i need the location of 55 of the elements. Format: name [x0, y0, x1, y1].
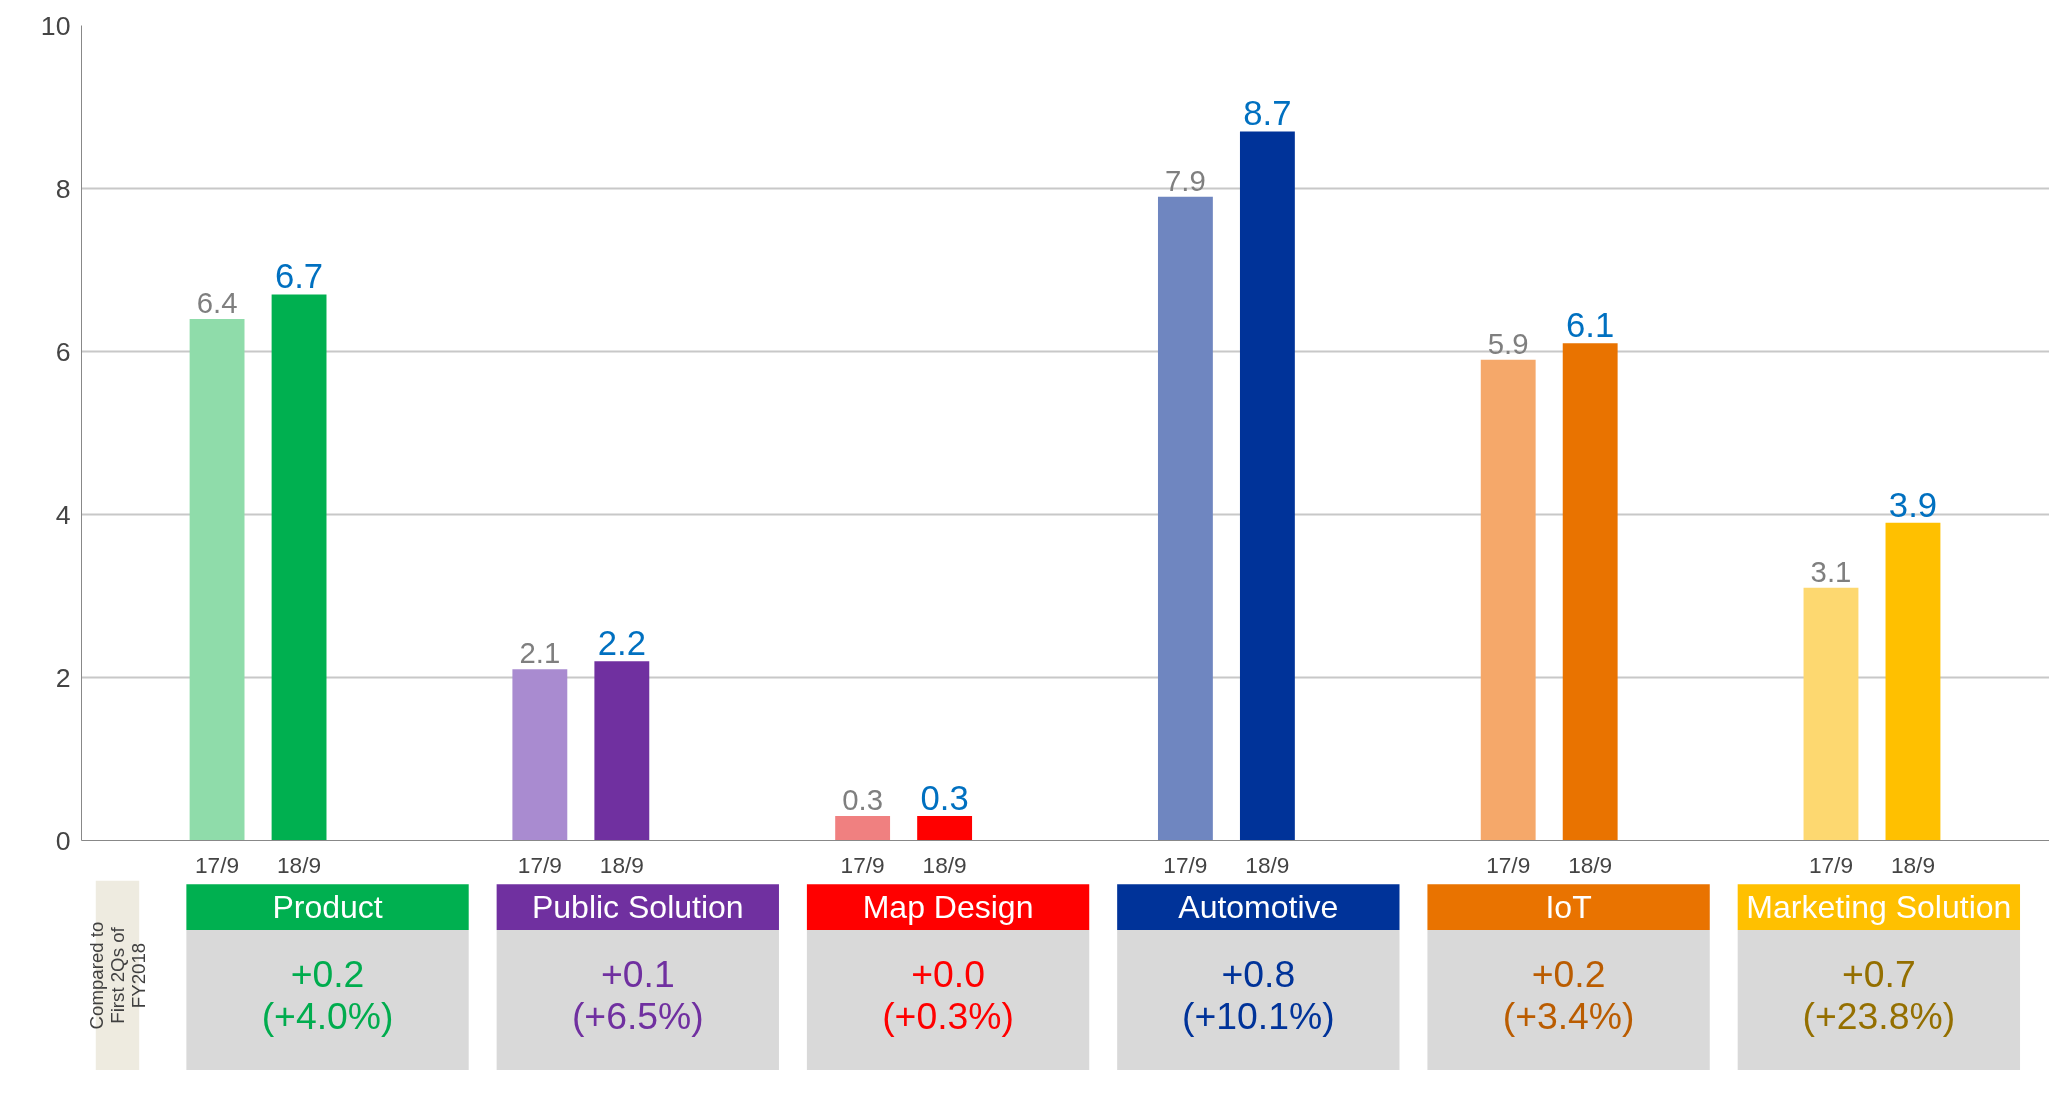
data-label: 3.9	[1888, 485, 1938, 524]
text: Compared to First 2Qs of FY2018	[85, 921, 149, 1030]
bar	[1885, 522, 1941, 841]
text: +0.2 (+4.0%)	[261, 952, 394, 1037]
bar	[835, 816, 891, 841]
y-tick-label: 0	[55, 825, 71, 856]
text: 17/9	[1808, 851, 1854, 878]
series-label: 18/9	[277, 851, 322, 878]
series-label: 17/9	[195, 851, 240, 878]
text: 17/9	[1486, 851, 1531, 878]
data-label: 6.4	[196, 285, 238, 319]
x-tick-label: Marketing Solution	[1746, 889, 2012, 926]
y-tick-label: 10	[40, 10, 71, 41]
data-label: 2.1	[519, 636, 561, 670]
text: 17/9	[1163, 851, 1208, 878]
data-label: 2.2	[597, 624, 646, 663]
text: 17/9	[517, 851, 562, 878]
x-tick-label: Map Design	[862, 889, 1034, 926]
bar	[594, 661, 650, 841]
bar	[1239, 131, 1295, 841]
data-label: 8.7	[1243, 94, 1292, 133]
text: +0.0 (+0.3%)	[882, 952, 1014, 1037]
bar	[189, 318, 245, 841]
text: 17/9	[840, 851, 885, 878]
y-tick-label: 2	[55, 662, 71, 693]
bar	[1480, 359, 1536, 841]
data-label: 5.9	[1487, 326, 1529, 360]
x-tick-label: IoT	[1545, 889, 1592, 926]
bar	[1562, 343, 1618, 841]
text: +0.7 (+23.8%)	[1802, 952, 1956, 1037]
bar	[512, 669, 568, 841]
data-label: 7.9	[1165, 163, 1206, 197]
y-tick-label: 6	[55, 336, 71, 367]
text: +0.2 (+3.4%)	[1502, 952, 1635, 1037]
data-label: 3.1	[1810, 554, 1852, 588]
data-label: 0.3	[920, 779, 969, 818]
bar	[1803, 587, 1859, 841]
x-tick-label: Product	[272, 889, 383, 926]
y-tick-label: 8	[55, 173, 71, 204]
bar	[271, 294, 327, 841]
y-tick-label: 4	[55, 499, 71, 530]
x-tick-label: Automotive	[1178, 889, 1339, 926]
text: 18/9	[922, 851, 967, 878]
data-label: 0.3	[842, 783, 884, 817]
text: +0.1 (+6.5%)	[571, 952, 704, 1037]
bar	[1157, 196, 1213, 841]
text: 18/9	[1568, 851, 1613, 878]
bar	[917, 816, 973, 841]
data-label: 6.7	[274, 257, 324, 296]
text: +0.8 (+10.1%)	[1182, 952, 1335, 1037]
x-tick-label: Public Solution	[531, 889, 744, 926]
text: 18/9	[599, 851, 644, 878]
data-label: 6.1	[1566, 306, 1615, 345]
text: 18/9	[1245, 851, 1290, 878]
text: 18/9	[1890, 851, 1936, 878]
